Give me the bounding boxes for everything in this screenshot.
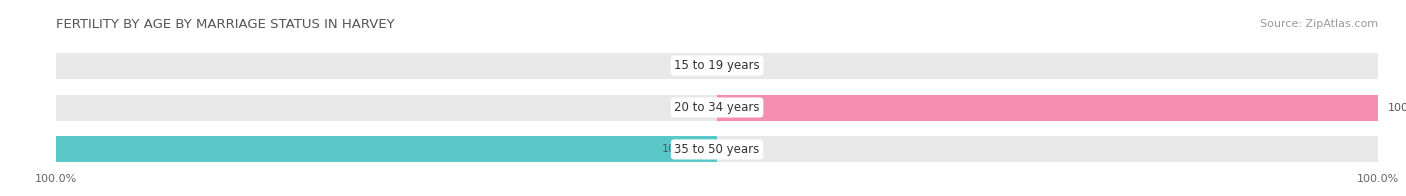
Text: 100.0%: 100.0% [662, 144, 704, 154]
Text: 20 to 34 years: 20 to 34 years [675, 101, 759, 114]
Text: 0.0%: 0.0% [730, 144, 758, 154]
Text: FERTILITY BY AGE BY MARRIAGE STATUS IN HARVEY: FERTILITY BY AGE BY MARRIAGE STATUS IN H… [56, 18, 395, 31]
Bar [56, 53, 717, 79]
Bar [717, 136, 1378, 162]
Bar [56, 136, 717, 162]
Text: 100.0%: 100.0% [1388, 103, 1406, 113]
Text: Source: ZipAtlas.com: Source: ZipAtlas.com [1260, 19, 1378, 29]
Bar [56, 136, 717, 162]
Bar [56, 94, 717, 121]
Text: 0.0%: 0.0% [730, 61, 758, 71]
Bar [717, 94, 1378, 121]
Text: 35 to 50 years: 35 to 50 years [675, 143, 759, 156]
Text: 15 to 19 years: 15 to 19 years [675, 59, 759, 72]
Text: 0.0%: 0.0% [676, 61, 704, 71]
Bar [717, 53, 1378, 79]
Text: 0.0%: 0.0% [676, 103, 704, 113]
Bar [717, 94, 1378, 121]
